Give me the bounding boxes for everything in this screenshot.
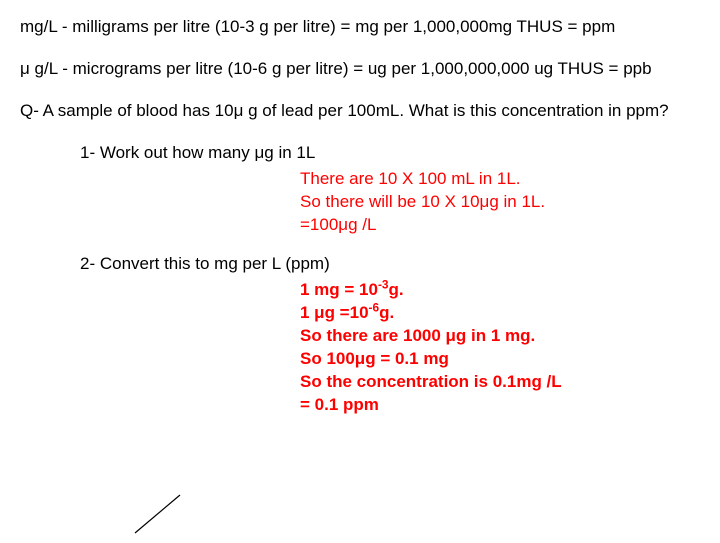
step-2-answer-line: So 100μg = 0.1 mg [300, 348, 700, 371]
definition-ppb: μ g/L - micrograms per litre (10-6 g per… [20, 58, 700, 80]
decorative-line [130, 493, 190, 538]
step-2-answer-line: 1 mg = 10-3g. [300, 279, 700, 302]
step-2-answer-line: = 0.1 ppm [300, 394, 700, 417]
step-2-answer-line: So there are 1000 μg in 1 mg. [300, 325, 700, 348]
step-1-answer-line: =100μg /L [300, 214, 700, 237]
definition-ppm: mg/L - milligrams per litre (10-3 g per … [20, 16, 700, 38]
step-2-label: 2- Convert this to mg per L (ppm) [80, 253, 700, 275]
slide-content: mg/L - milligrams per litre (10-3 g per … [0, 0, 720, 433]
step-1-label: 1- Work out how many μg in 1L [80, 142, 700, 164]
question: Q- A sample of blood has 10μ g of lead p… [20, 100, 700, 122]
step-1-answer-line: There are 10 X 100 mL in 1L. [300, 168, 700, 191]
step-2-answer-line: 1 μg =10-6g. [300, 302, 700, 325]
step-1-answer-line: So there will be 10 X 10μg in 1L. [300, 191, 700, 214]
step-2-answer-line: So the concentration is 0.1mg /L [300, 371, 700, 394]
